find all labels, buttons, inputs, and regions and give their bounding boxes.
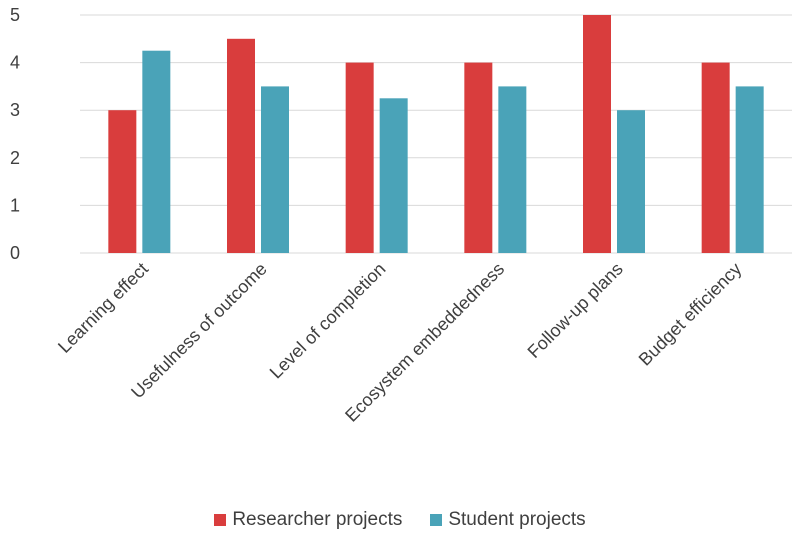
legend-item-student: Student projects xyxy=(430,509,586,531)
bar-researcher xyxy=(345,62,374,253)
bar-researcher xyxy=(701,62,730,253)
legend-label-researcher: Researcher projects xyxy=(232,509,403,530)
bar-student xyxy=(142,50,171,254)
y-tick-label: 5 xyxy=(10,5,20,25)
bar-student xyxy=(617,110,645,253)
bar-researcher xyxy=(227,38,255,253)
x-category-label: Budget efficiency xyxy=(635,259,746,370)
legend-swatch-student xyxy=(430,514,443,526)
x-category-label: Learning effect xyxy=(54,259,152,357)
legend: Researcher projects Student projects xyxy=(0,509,800,531)
y-tick-label: 0 xyxy=(10,243,20,263)
x-category-label: Usefulness of outcome xyxy=(127,259,271,403)
legend-label-student: Student projects xyxy=(448,509,586,530)
legend-item-researcher: Researcher projects xyxy=(214,509,402,531)
y-tick-label: 4 xyxy=(10,53,20,73)
x-category-label: Level of completion xyxy=(266,259,390,383)
y-tick-label: 1 xyxy=(10,195,20,215)
bar-researcher xyxy=(464,62,493,253)
bar-researcher xyxy=(108,110,137,253)
bar-student xyxy=(735,86,764,254)
y-tick-label: 2 xyxy=(10,148,20,168)
legend-swatch-researcher xyxy=(214,514,227,526)
bar-researcher xyxy=(583,15,611,253)
bar-student xyxy=(498,86,527,254)
x-category-label: Follow-up plans xyxy=(524,259,627,362)
bar-student xyxy=(379,98,408,253)
bar-student xyxy=(261,86,289,254)
y-tick-label: 3 xyxy=(10,100,20,120)
